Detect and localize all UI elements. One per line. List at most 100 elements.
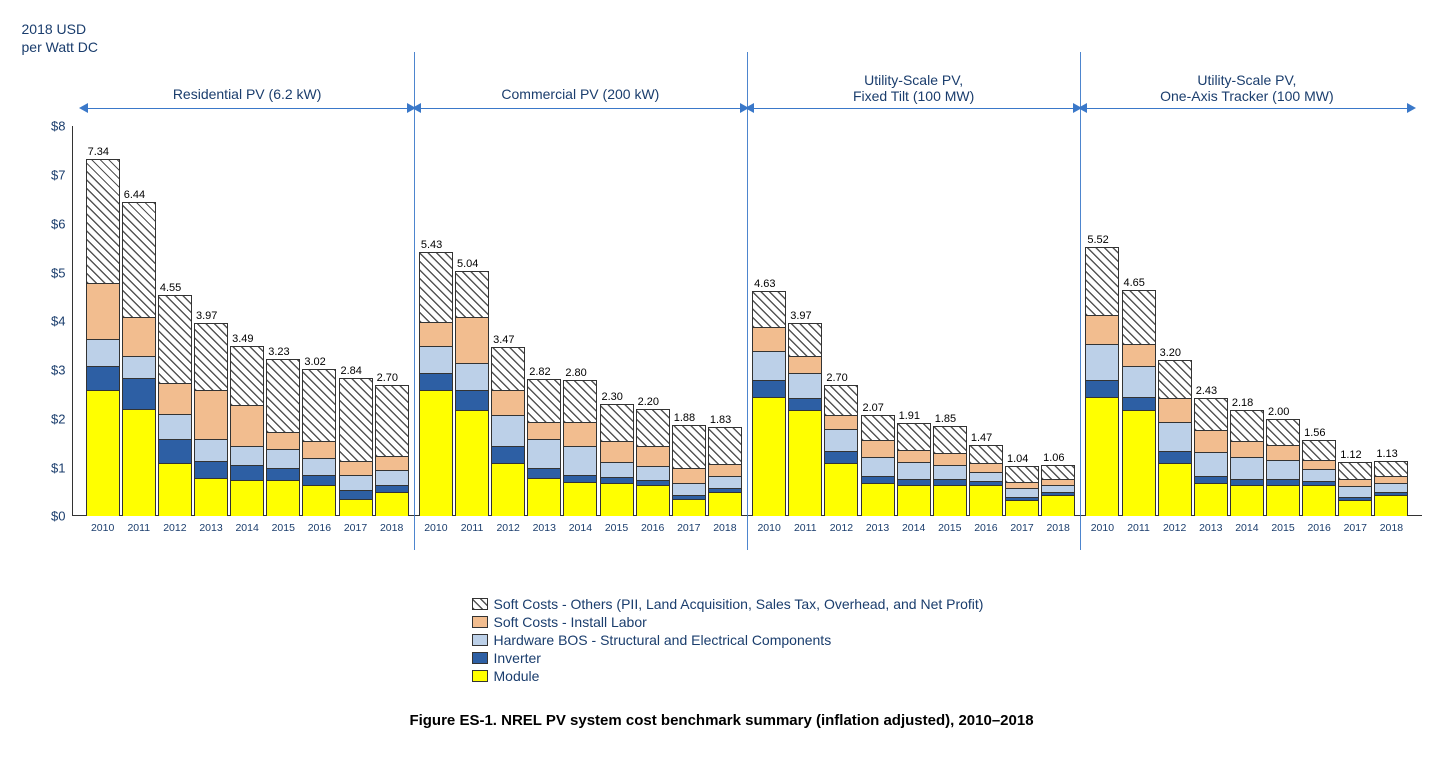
bar-segment-install-labor	[303, 441, 335, 458]
bar-total-label: 1.83	[709, 414, 731, 428]
bar-segment-soft-others	[456, 272, 488, 318]
bar-segment-soft-others	[673, 426, 705, 468]
plot-region: Residential PV (6.2 kW)7.346.444.553.973…	[72, 126, 1422, 516]
bar-segment-module	[376, 492, 408, 516]
bar-segment-module	[231, 480, 263, 516]
stacked-bar: 1.04	[1005, 466, 1039, 517]
y-tick: $4	[51, 314, 65, 329]
bar-column: 7.34	[86, 126, 120, 516]
legend-row: Hardware BOS - Structural and Electrical…	[472, 632, 1422, 648]
bar-segment-soft-others	[564, 381, 596, 422]
stacked-bar: 1.85	[933, 426, 967, 516]
bar-total-label: 7.34	[87, 146, 109, 160]
bar-segment-hardware-bos	[340, 475, 372, 490]
bar-segment-inverter	[862, 476, 894, 483]
bar-segment-hardware-bos	[1375, 483, 1407, 493]
bar-segment-hardware-bos	[420, 346, 452, 373]
x-tick: 2010	[419, 522, 453, 534]
bar-total-label: 2.70	[376, 372, 398, 386]
bar-segment-hardware-bos	[267, 449, 299, 468]
bar-segment-module	[862, 483, 894, 517]
bar-segment-hardware-bos	[1231, 457, 1263, 479]
stacked-bar: 2.43	[1194, 398, 1228, 516]
stacked-bar: 5.43	[419, 252, 453, 517]
x-tick: 2016	[969, 522, 1003, 534]
legend-label: Hardware BOS - Structural and Electrical…	[494, 632, 832, 648]
legend-swatch-module	[472, 670, 488, 682]
stacked-bar: 1.47	[969, 445, 1003, 517]
bar-total-label: 2.07	[862, 402, 884, 416]
bar-segment-install-labor	[195, 390, 227, 438]
bar-segment-hardware-bos	[376, 470, 408, 485]
chart-group: Utility-Scale PV,One-Axis Tracker (100 M…	[1080, 126, 1413, 516]
bar-total-label: 1.91	[898, 410, 920, 424]
bar-segment-module	[1195, 483, 1227, 517]
bar-column: 1.88	[672, 126, 706, 516]
bar-total-label: 5.04	[456, 258, 478, 272]
bar-segment-soft-others	[420, 253, 452, 322]
group-title: Residential PV (6.2 kW)	[81, 86, 414, 102]
stacked-bar: 2.18	[1230, 410, 1264, 516]
bar-column: 3.47	[491, 126, 525, 516]
x-tick: 2014	[1230, 522, 1264, 534]
legend-label: Module	[494, 668, 540, 684]
bar-segment-soft-others	[159, 296, 191, 383]
stacked-bar: 7.34	[86, 159, 120, 517]
x-tick: 2014	[230, 522, 264, 534]
bar-segment-install-labor	[1123, 344, 1155, 366]
bar-total-label: 2.84	[340, 365, 362, 379]
bar-segment-hardware-bos	[970, 472, 1002, 482]
bar-segment-module	[528, 478, 560, 517]
bar-segment-install-labor	[862, 440, 894, 457]
stacked-bar: 5.52	[1085, 247, 1119, 516]
bar-total-label: 1.06	[1042, 452, 1064, 466]
x-tick: 2011	[788, 522, 822, 534]
bar-segment-module	[970, 485, 1002, 516]
bar-total-label: 2.30	[601, 391, 623, 405]
bar-segment-module	[492, 463, 524, 516]
bar-segment-inverter	[789, 398, 821, 410]
bar-total-label: 3.47	[492, 334, 514, 348]
bar-segment-module	[789, 410, 821, 517]
bar-segment-module	[420, 390, 452, 516]
bar-segment-module	[1303, 485, 1335, 516]
bar-segment-soft-others	[492, 348, 524, 390]
x-tick: 2015	[1266, 522, 1300, 534]
stacked-bar: 1.83	[708, 427, 742, 516]
bar-segment-module	[1375, 495, 1407, 517]
bar-segment-soft-others	[1159, 361, 1191, 397]
bar-column: 5.04	[455, 126, 489, 516]
bar-segment-install-labor	[1267, 445, 1299, 459]
bar-segment-soft-others	[789, 324, 821, 356]
bar-segment-module	[898, 485, 930, 516]
bar-segment-module	[1339, 500, 1371, 517]
bar-segment-soft-others	[970, 446, 1002, 463]
x-tick: 2015	[266, 522, 300, 534]
x-tick: 2013	[194, 522, 228, 534]
x-tick: 2018	[1374, 522, 1408, 534]
stacked-bar: 2.07	[861, 415, 895, 516]
x-label-group: 201020112012201320142015201620172018	[747, 522, 1080, 534]
bar-segment-hardware-bos	[564, 446, 596, 475]
bar-segment-install-labor	[753, 327, 785, 351]
y-axis-title: 2018 USD per Watt DC	[22, 20, 1422, 56]
group-range-line	[751, 108, 1076, 109]
bar-segment-soft-others	[1123, 291, 1155, 344]
bar-segment-install-labor	[1375, 476, 1407, 483]
bar-column: 1.56	[1302, 126, 1336, 516]
bar-column: 2.82	[527, 126, 561, 516]
figure-caption: Figure ES-1. NREL PV system cost benchma…	[22, 712, 1422, 729]
arrow-right-icon	[1407, 103, 1416, 113]
bar-segment-hardware-bos	[1006, 488, 1038, 497]
bar-column: 3.97	[788, 126, 822, 516]
group-range-line	[418, 108, 743, 109]
bar-total-label: 4.63	[753, 278, 775, 292]
x-tick: 2014	[897, 522, 931, 534]
bar-segment-module	[87, 390, 119, 516]
bar-column: 3.23	[266, 126, 300, 516]
x-tick: 2011	[122, 522, 156, 534]
bar-segment-inverter	[87, 366, 119, 390]
bar-segment-module	[709, 492, 741, 516]
bar-segment-hardware-bos	[934, 465, 966, 479]
bar-column: 3.97	[194, 126, 228, 516]
